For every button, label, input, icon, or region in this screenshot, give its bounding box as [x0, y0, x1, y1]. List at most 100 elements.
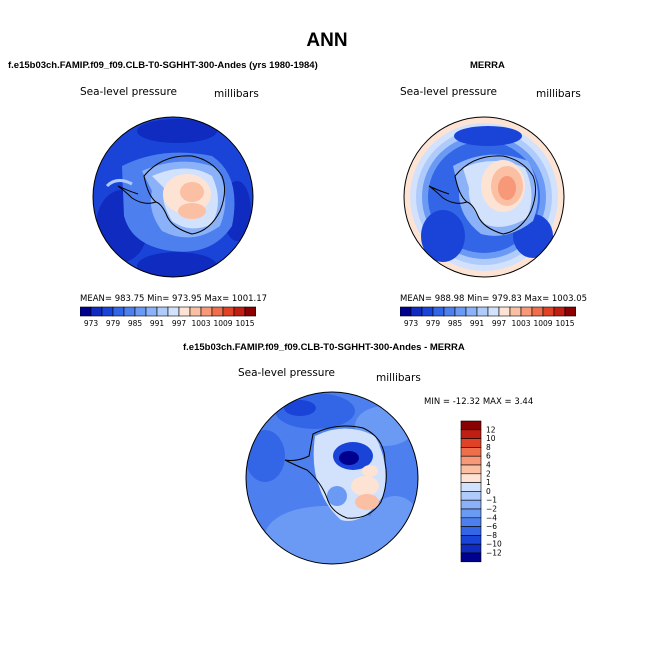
panel3-colorbar-box [460, 464, 482, 475]
panel2-colorbar-box [465, 306, 478, 317]
panel2-colorbar: 973 979 985 991 997 1003 1009 1015 [400, 306, 576, 328]
panel1-field [93, 117, 253, 277]
panel2-colorbar-box [410, 306, 423, 317]
panel3-colorbar-box [460, 420, 482, 431]
panel2-field [404, 117, 564, 277]
panel3-colorbar-label: −12 [486, 549, 502, 558]
panel3-colorbar-box [460, 491, 482, 501]
panel1-colorbar: 973 979 985 991 997 1003 1009 1015 [80, 306, 256, 328]
panel1-colorbar-box [134, 306, 147, 317]
panel2-colorbar-label: 973 [404, 319, 419, 328]
panel2-colorbar-label: 991 [470, 319, 485, 328]
panel3-colorbar-box [460, 482, 482, 492]
panel3-colorbar-label: 4 [486, 461, 491, 470]
panel2-subtitle: MERRA [470, 60, 505, 71]
panel1-colorbar-box [233, 306, 246, 317]
panel2-colorbar-box [487, 306, 500, 317]
panel1-colorbar-box [211, 306, 224, 317]
panel3-field-name: Sea-level pressure [238, 367, 336, 379]
panel3-colorbar-label: −2 [486, 505, 497, 514]
panel2-colorbar-box [520, 306, 533, 317]
panel2-colorbar-box [542, 306, 555, 317]
panel3-colorbar-label: −10 [486, 540, 502, 549]
panel3-colorbar-label: −1 [486, 496, 497, 505]
panel3-colorbar-label: 0 [486, 487, 491, 496]
panel3-colorbar-label: 8 [486, 443, 491, 452]
panel1-colorbar-label: 997 [172, 319, 187, 328]
panel1-field-name: Sea-level pressure [80, 86, 178, 98]
panel1-colorbar-label: 985 [128, 319, 143, 328]
panel1-colorbar-box [244, 306, 256, 317]
panel1-colorbar-box [167, 306, 180, 317]
panel3-colorbar-box [460, 499, 482, 510]
panel1-colorbar-label: 1003 [191, 319, 210, 328]
panel3-colorbar-label: 2 [486, 469, 491, 478]
panel1-colorbar-label: 1015 [235, 319, 254, 328]
panel3-field [246, 392, 418, 564]
main-title: ANN [306, 30, 348, 51]
panel2-colorbar-box [443, 306, 456, 317]
panel2-colorbar-box [400, 306, 412, 317]
panel1-colorbar-box [112, 306, 125, 317]
panel2-colorbar-label: 1003 [511, 319, 530, 328]
panel3-colorbar-label: 12 [486, 425, 496, 434]
panel2-colorbar-box [454, 306, 467, 317]
panel2-field-name: Sea-level pressure [400, 86, 498, 98]
panel3-colorbar-box [460, 429, 482, 439]
panel3-colorbar-box [460, 473, 482, 483]
panel2-stats: MEAN= 988.98 Min= 979.83 Max= 1003.05 [400, 294, 588, 304]
panel1-colorbar-label: 1009 [213, 319, 232, 328]
panel1-colorbar-label: 973 [84, 319, 99, 328]
panel2-colorbar-box [476, 306, 489, 317]
panel1-colorbar-box [189, 306, 202, 317]
panel1-colorbar-box [80, 306, 92, 317]
panel2-colorbar-label: 1009 [533, 319, 552, 328]
panel1-colorbar-label: 991 [150, 319, 165, 328]
panel2-colorbar-box [421, 306, 434, 317]
panel1-map-border [92, 116, 254, 278]
panel1-colorbar-box [178, 306, 191, 317]
panel2-colorbar-box [509, 306, 522, 317]
panel3-colorbar-box [460, 455, 482, 466]
panel1-colorbar-box [200, 306, 213, 317]
panel3-colorbar-label: 10 [486, 434, 496, 443]
panel1-units: millibars [214, 88, 259, 100]
panel1-colorbar-box [222, 306, 235, 317]
panel1-colorbar-box [145, 306, 158, 317]
panel3-colorbar-box [460, 508, 482, 519]
panel3-map-border [245, 391, 419, 565]
panel2-colorbar-box [553, 306, 566, 317]
panel3-map [245, 391, 419, 565]
panel3-colorbar-box [460, 535, 482, 545]
panel1-colorbar-box [90, 306, 103, 317]
panel2-colorbar-label: 979 [426, 319, 441, 328]
panel2-colorbar-box [564, 306, 576, 317]
panel3-colorbar-label: 1 [486, 478, 491, 487]
panel3-colorbar-label: −8 [486, 531, 497, 540]
panel1-colorbar-label: 979 [106, 319, 121, 328]
panel1-subtitle: f.e15b03ch.FAMIP.f09_f09.CLB-T0-SGHHT-30… [8, 60, 318, 71]
panel3-colorbar-label: −6 [486, 522, 497, 531]
panel2-colorbar-label: 1015 [555, 319, 574, 328]
panel1-stats: MEAN= 983.75 Min= 973.95 Max= 1001.17 [80, 294, 268, 304]
panel2-units: millibars [536, 88, 581, 100]
panel3-colorbar-box [460, 552, 482, 563]
panel2-colorbar-label: 997 [492, 319, 507, 328]
panel1-colorbar-box [156, 306, 169, 317]
panel2-colorbar-label: 985 [448, 319, 463, 328]
panel2-colorbar-box [498, 306, 511, 317]
panel3-colorbar-label: −4 [486, 513, 497, 522]
panel3-units: millibars [376, 372, 421, 384]
panel1-colorbar-box [101, 306, 114, 317]
panel2-colorbar-box [432, 306, 445, 317]
panel3-stats: MIN = -12.32 MAX = 3.44 [424, 397, 534, 407]
panel2-colorbar-box [531, 306, 544, 317]
panel3-colorbar-box [460, 543, 482, 554]
panel3-subtitle: f.e15b03ch.FAMIP.f09_f09.CLB-T0-SGHHT-30… [183, 342, 465, 353]
panel3-colorbar-box [460, 438, 482, 448]
panel3-colorbar-box [460, 526, 482, 536]
panel3-colorbar-box [460, 447, 482, 457]
panel2-map-border [403, 116, 565, 278]
panel3-colorbar-box [460, 517, 482, 527]
